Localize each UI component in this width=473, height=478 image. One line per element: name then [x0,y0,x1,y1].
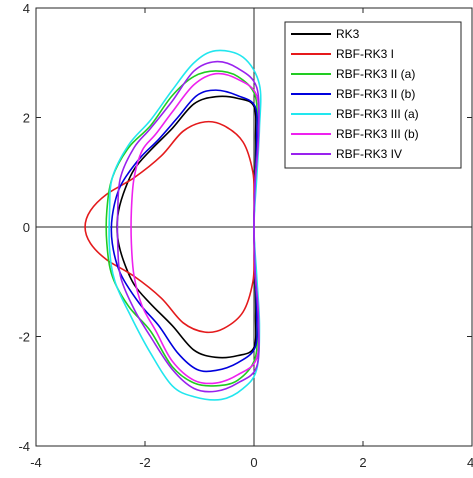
series-line-rbf-rk3-ii-a [105,70,258,387]
x-tick-label: 0 [250,455,257,470]
series-group [84,49,262,401]
y-tick-label: 4 [23,1,30,16]
y-tick-label: -4 [18,439,30,454]
legend-label: RBF-RK3 IV [336,147,402,161]
legend-label: RBF-RK3 III (b) [336,127,419,141]
axis-ticks: -4 -2 0 2 4 -4 -2 0 2 4 [18,1,473,470]
x-tick-label: 4 [467,455,473,470]
legend-label: RBF-RK3 I [336,47,394,61]
series-line-rbf-rk3-i [84,120,255,334]
legend-label: RBF-RK3 II (a) [336,67,415,81]
legend-label: RBF-RK3 II (b) [336,87,415,101]
y-tick-label: -2 [18,330,30,345]
x-tick-label: -4 [30,455,42,470]
legend-label: RBF-RK3 III (a) [336,107,419,121]
y-tick-label: 2 [23,111,30,126]
series-line-rbf-rk3-iv [116,60,260,393]
legend-label: RK3 [336,27,360,41]
x-tick-label: -2 [139,455,151,470]
x-tick-label: 2 [359,455,366,470]
series-line-rbf-rk3-iii-a [108,49,262,401]
legend: RK3 RBF-RK3 I RBF-RK3 II (a) RBF-RK3 II (b)… [284,21,462,169]
series-line-rbf-rk3-iii-b [130,72,260,385]
series-line-rbf-rk3-ii-b [110,89,258,373]
y-tick-label: 0 [23,220,30,235]
